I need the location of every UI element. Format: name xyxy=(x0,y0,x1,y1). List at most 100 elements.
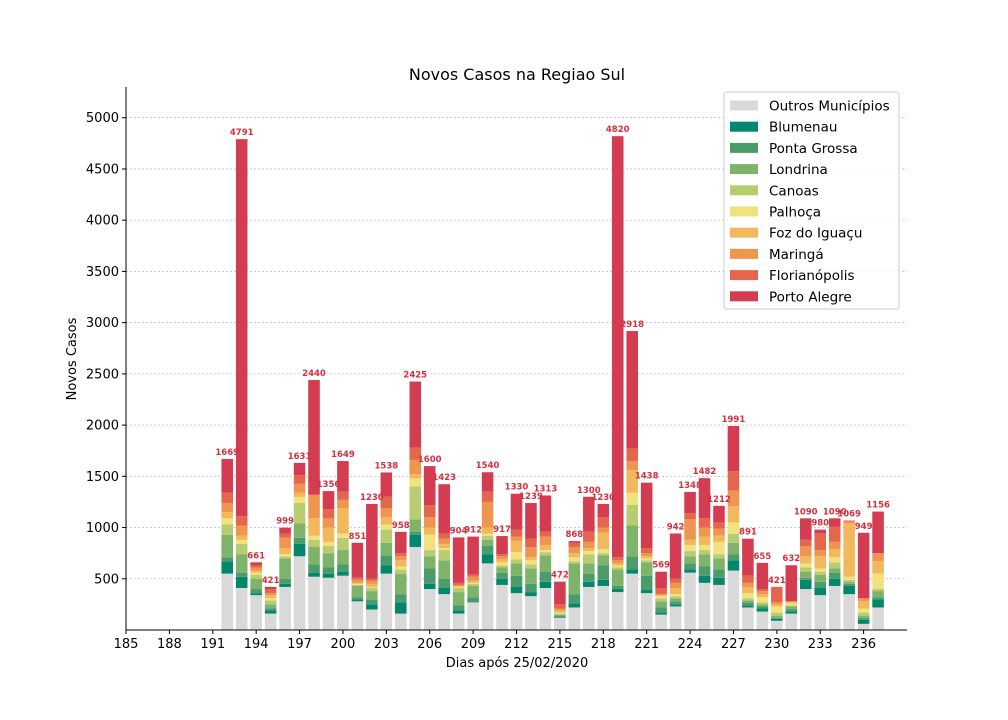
bar-segment-foz-do-igua-u xyxy=(583,548,595,552)
bar-segment-outros-munic-pios xyxy=(597,585,610,630)
bar-segment-maring- xyxy=(713,528,725,536)
bar-segment-ponta-grossa xyxy=(337,564,349,572)
bar-segment-blumenau xyxy=(669,604,682,607)
bar-segment-palho-a xyxy=(279,554,291,557)
bar-segment-canoas xyxy=(583,554,595,564)
bar-segment-londrina xyxy=(655,601,667,608)
bar-segment-foz-do-igua-u xyxy=(308,518,320,536)
bar-segment-blumenau xyxy=(640,590,653,594)
bar-segment-florian-polis xyxy=(539,531,552,537)
bar-segment-canoas xyxy=(452,587,465,593)
bar-segment-palho-a xyxy=(597,549,610,554)
bar-segment-ponta-grossa xyxy=(611,585,624,590)
legend: Outros Municípios Blumenau Ponta Grossa Lon… xyxy=(723,91,900,310)
bar-total-label: 1090 xyxy=(823,507,847,517)
chart-title: Novos Casos na Regiao Sul xyxy=(409,65,625,84)
bar-total-label: 1438 xyxy=(635,472,659,482)
bar-segment-palho-a xyxy=(655,596,667,599)
bar-segment-outros-munic-pios xyxy=(264,613,277,630)
bar-segment-ponta-grossa xyxy=(308,564,320,573)
bar-segment-maring- xyxy=(742,582,754,587)
bar-segment-florian-polis xyxy=(409,447,422,460)
bar-segment-florian-polis xyxy=(423,505,436,518)
bar-segment-blumenau xyxy=(351,599,364,602)
legend-label: Londrina xyxy=(769,162,828,178)
bars-group xyxy=(221,136,884,630)
bar-segment-blumenau xyxy=(583,581,595,587)
x-tick-labels: 185 188 191 194 197 200 203 206 209 212 215 218 221 2… xyxy=(114,630,876,652)
bar-segment-londrina xyxy=(727,542,740,555)
bar-segment-outros-munic-pios xyxy=(756,611,769,630)
bar-segment-florian-polis xyxy=(322,509,335,519)
bar-segment-ponta-grossa xyxy=(684,563,696,570)
y-axis-label: Novos Casos xyxy=(65,317,80,400)
bar-segment-florian-polis xyxy=(597,517,610,528)
bar-segment-foz-do-igua-u xyxy=(510,540,523,553)
bar-segment-londrina xyxy=(221,534,234,558)
bar-segment-blumenau xyxy=(872,599,884,608)
bar-total-label: 472 xyxy=(551,571,569,581)
bar-segment-florian-polis xyxy=(843,520,855,522)
bar-segment-ponta-grossa xyxy=(742,602,754,606)
bar-segment-foz-do-igua-u xyxy=(395,560,407,567)
bar-segment-outros-munic-pios xyxy=(337,575,349,630)
bar-segment-porto-alegre xyxy=(423,466,436,506)
bar-segment-palho-a xyxy=(337,533,349,538)
bar-segment-canoas xyxy=(857,612,870,616)
bar-segment-maring- xyxy=(626,460,638,471)
legend-swatch xyxy=(730,121,758,132)
bar-segment-outros-munic-pios xyxy=(452,613,465,630)
bar-segment-palho-a xyxy=(322,541,335,546)
bar-segment-ponta-grossa xyxy=(366,599,378,605)
bar-segment-blumenau xyxy=(828,578,841,586)
bar-segment-porto-alegre xyxy=(727,426,740,472)
bar-segment-foz-do-igua-u xyxy=(843,523,855,577)
bar-segment-ponta-grossa xyxy=(423,568,436,584)
bar-segment-foz-do-igua-u xyxy=(380,517,393,525)
y-tick-labels: 500 1000 1500 2000 2500 3000 3500 4000 4500 5000 xyxy=(86,111,126,587)
bar-segment-palho-a xyxy=(843,576,855,580)
bar-segment-ponta-grossa xyxy=(395,594,407,603)
bar-segment-canoas xyxy=(467,583,479,586)
bar-segment-porto-alegre xyxy=(814,529,827,534)
bar-segment-florian-polis xyxy=(467,574,479,577)
bar-segment-canoas xyxy=(322,545,335,554)
bar-segment-foz-do-igua-u xyxy=(496,559,508,563)
bar-segment-londrina xyxy=(366,591,378,600)
bar-segment-outros-munic-pios xyxy=(828,585,841,630)
bar-segment-foz-do-igua-u xyxy=(814,556,827,569)
bar-segment-ponta-grossa xyxy=(438,578,450,588)
bar-segment-canoas xyxy=(814,571,827,575)
bar-segment-blumenau xyxy=(380,565,393,574)
bar-segment-maring- xyxy=(525,547,537,558)
bar-segment-palho-a xyxy=(669,594,682,597)
bar-segment-ponta-grossa xyxy=(626,556,638,570)
bar-segment-florian-polis xyxy=(713,522,725,529)
bar-segment-outros-munic-pios xyxy=(293,556,306,630)
bar-segment-foz-do-igua-u xyxy=(539,544,552,551)
bar-segment-outros-munic-pios xyxy=(221,573,234,630)
bar-segment-maring- xyxy=(423,517,436,528)
bar-segment-blumenau xyxy=(293,543,306,557)
x-tick-label: 218 xyxy=(591,637,616,652)
bar-segment-outros-munic-pios xyxy=(322,577,335,630)
bar-segment-londrina xyxy=(669,598,682,602)
y-tick-label: 500 xyxy=(94,572,119,587)
legend-label: Porto Alegre xyxy=(769,289,852,305)
bar-segment-porto-alegre xyxy=(366,503,378,579)
bar-segment-londrina xyxy=(713,558,725,570)
legend-swatch xyxy=(730,142,758,153)
bar-segment-canoas xyxy=(496,565,508,568)
bar-total-label: 4791 xyxy=(230,128,254,138)
bar-segment-outros-munic-pios xyxy=(481,563,494,630)
bar-total-label: 1230 xyxy=(360,493,384,503)
x-tick-label: 191 xyxy=(200,637,225,652)
bar-segment-outros-munic-pios xyxy=(655,614,667,630)
bar-segment-florian-polis xyxy=(655,587,667,595)
bar-segment-blumenau xyxy=(814,587,827,596)
bar-segment-foz-do-igua-u xyxy=(655,595,667,597)
bar-segment-porto-alegre xyxy=(481,472,494,492)
y-tick-label: 1500 xyxy=(86,470,119,485)
bar-segment-porto-alegre xyxy=(308,380,320,495)
bar-segment-florian-polis xyxy=(264,589,277,594)
